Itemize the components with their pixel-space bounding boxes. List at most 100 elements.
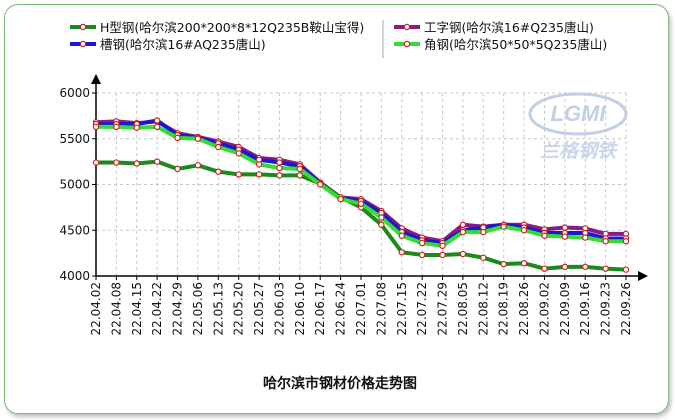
data-point bbox=[317, 181, 324, 188]
data-point bbox=[459, 221, 467, 228]
data-point bbox=[622, 266, 630, 273]
data-point bbox=[561, 224, 569, 231]
data-point bbox=[276, 159, 283, 166]
x-tick-label: 22.06.17 bbox=[313, 282, 327, 335]
y-tick-label: 4500 bbox=[59, 223, 90, 237]
x-tick-label: 22.07.22 bbox=[415, 282, 429, 335]
legend-marker bbox=[403, 23, 411, 31]
x-tick-label: 22.05.20 bbox=[232, 282, 246, 335]
data-point bbox=[194, 162, 202, 169]
data-point bbox=[174, 165, 181, 173]
x-tick-label: 22.08.19 bbox=[497, 282, 511, 335]
data-point bbox=[174, 134, 181, 142]
legend-marker bbox=[79, 23, 87, 31]
legend-label: H型钢(哈尔滨200*200*8*12Q235B鞍山宝得) bbox=[100, 20, 364, 35]
data-point bbox=[520, 227, 528, 234]
x-tick-label: 22.05.13 bbox=[211, 282, 225, 335]
data-point bbox=[378, 214, 385, 221]
y-axis-arrow bbox=[91, 74, 101, 84]
svg-text:兰格钢铁: 兰格钢铁 bbox=[540, 140, 619, 162]
x-tick-label: 22.08.26 bbox=[517, 282, 531, 335]
y-tick-label: 6000 bbox=[59, 86, 90, 100]
y-tick-label: 5000 bbox=[59, 178, 90, 192]
data-point bbox=[398, 232, 405, 239]
x-tick-label: 22.09.16 bbox=[578, 282, 592, 335]
data-point bbox=[337, 195, 344, 203]
x-axis-ticks: 22.04.02 22.04.08 22.04.15 22.04.22 22.04.29… bbox=[89, 276, 633, 335]
data-point bbox=[480, 254, 487, 261]
data-point bbox=[520, 259, 528, 267]
data-point bbox=[561, 263, 569, 271]
data-point bbox=[622, 238, 630, 245]
data-point bbox=[153, 117, 161, 124]
legend-label: 角钢(哈尔滨50*50*5Q235唐山) bbox=[424, 37, 607, 52]
y-tick-label: 5500 bbox=[59, 132, 90, 146]
x-tick-label: 22.05.27 bbox=[252, 282, 266, 335]
x-tick-label: 22.04.15 bbox=[130, 282, 144, 335]
legend-label: 槽钢(哈尔滨16#AQ235唐山) bbox=[100, 37, 266, 52]
x-tick-label: 22.09.09 bbox=[558, 282, 572, 335]
x-tick-label: 22.09.23 bbox=[599, 282, 613, 335]
data-point bbox=[398, 249, 405, 256]
data-point bbox=[133, 160, 140, 167]
chart-axes bbox=[91, 74, 648, 281]
lgmi-logo-watermark: LGMI 兰格钢铁 bbox=[528, 92, 628, 162]
chart-title: 哈尔滨市钢材价格走势图 bbox=[263, 375, 417, 392]
data-point bbox=[92, 123, 100, 131]
data-point bbox=[296, 165, 304, 173]
x-tick-label: 22.04.29 bbox=[171, 282, 185, 335]
data-point bbox=[459, 228, 467, 236]
x-tick-label: 22.09.26 bbox=[619, 282, 633, 335]
data-point bbox=[255, 161, 263, 168]
data-point bbox=[92, 159, 100, 166]
chart-grid bbox=[96, 92, 627, 276]
data-point bbox=[378, 221, 385, 228]
data-point bbox=[215, 143, 222, 151]
x-tick-label: 22.06.24 bbox=[334, 282, 348, 335]
legend-label: 工字钢(哈尔滨16#Q235唐山) bbox=[424, 20, 594, 35]
data-point bbox=[500, 223, 507, 230]
data-point bbox=[276, 164, 283, 172]
data-point bbox=[235, 150, 242, 157]
data-point bbox=[296, 172, 304, 179]
x-tick-label: 22.04.02 bbox=[89, 282, 103, 335]
legend-marker bbox=[79, 40, 87, 48]
data-point bbox=[541, 232, 548, 239]
data-point bbox=[541, 265, 548, 272]
data-point bbox=[480, 228, 487, 236]
data-point bbox=[418, 251, 426, 259]
x-tick-label: 22.09.02 bbox=[537, 282, 551, 335]
data-point bbox=[153, 158, 161, 165]
series-lines bbox=[92, 117, 630, 273]
x-tick-label: 22.05.06 bbox=[191, 282, 205, 335]
data-point bbox=[276, 172, 283, 179]
data-point bbox=[439, 242, 446, 250]
x-tick-label: 22.08.12 bbox=[476, 282, 490, 335]
svg-text:LGMI: LGMI bbox=[551, 101, 607, 126]
chart-panel bbox=[4, 4, 669, 414]
x-tick-label: 22.04.08 bbox=[109, 282, 123, 335]
data-point bbox=[602, 265, 609, 272]
data-point bbox=[582, 234, 589, 241]
data-point bbox=[153, 123, 161, 131]
data-point bbox=[113, 123, 120, 131]
x-tick-label: 22.06.03 bbox=[272, 282, 286, 335]
data-point bbox=[500, 260, 507, 268]
data-point bbox=[602, 238, 609, 245]
data-point bbox=[194, 135, 202, 142]
data-point bbox=[215, 168, 222, 175]
legend-marker bbox=[403, 40, 411, 48]
x-tick-label: 22.07.15 bbox=[395, 282, 409, 335]
x-tick-label: 22.08.05 bbox=[456, 282, 470, 335]
data-point bbox=[133, 124, 140, 131]
x-tick-label: 22.07.29 bbox=[436, 282, 450, 335]
data-point bbox=[235, 171, 242, 178]
x-tick-label: 22.06.10 bbox=[293, 282, 307, 335]
x-axis-arrow bbox=[638, 271, 648, 281]
x-tick-label: 22.04.22 bbox=[150, 282, 164, 335]
data-point bbox=[582, 263, 589, 271]
x-tick-label: 22.07.08 bbox=[374, 282, 388, 335]
data-point bbox=[357, 200, 365, 207]
data-point bbox=[113, 159, 120, 166]
